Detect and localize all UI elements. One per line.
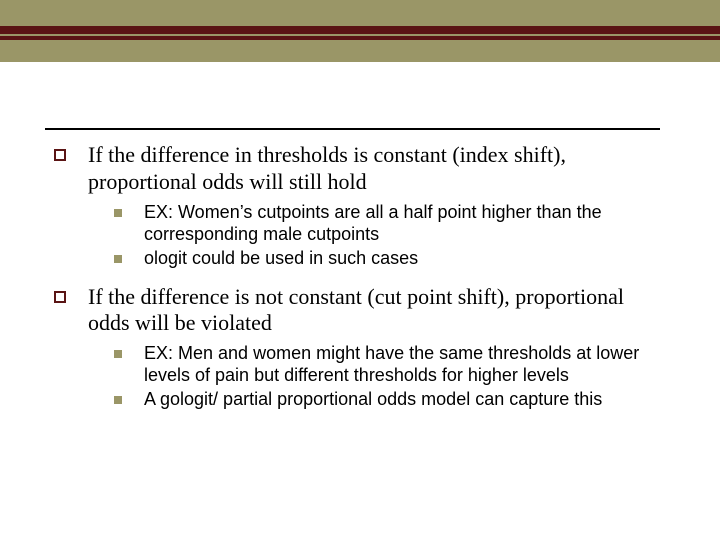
hollow-square-icon xyxy=(54,149,66,161)
filled-square-icon xyxy=(114,396,122,404)
level2-text: EX: Men and women might have the same th… xyxy=(144,343,665,387)
bullet-level2: ologit could be used in such cases xyxy=(110,248,665,270)
level1-text: If the difference is not constant (cut p… xyxy=(88,284,665,338)
bullet-level1: If the difference in thresholds is const… xyxy=(50,142,665,196)
content-divider xyxy=(45,128,660,130)
slide-content: If the difference in thresholds is const… xyxy=(50,142,665,425)
level1-text: If the difference in thresholds is const… xyxy=(88,142,665,196)
bullet-level2: A gologit/ partial proportional odds mod… xyxy=(110,389,665,411)
header-band xyxy=(0,0,720,62)
filled-square-icon xyxy=(114,209,122,217)
header-stripe-bottom xyxy=(0,36,720,40)
hollow-square-icon xyxy=(54,291,66,303)
header-stripe-top xyxy=(0,26,720,34)
bullet-level2: EX: Women’s cutpoints are all a half poi… xyxy=(110,202,665,246)
level2-text: ologit could be used in such cases xyxy=(144,248,418,270)
sublist: EX: Women’s cutpoints are all a half poi… xyxy=(110,202,665,270)
filled-square-icon xyxy=(114,255,122,263)
sublist: EX: Men and women might have the same th… xyxy=(110,343,665,411)
level2-text: A gologit/ partial proportional odds mod… xyxy=(144,389,602,411)
level2-text: EX: Women’s cutpoints are all a half poi… xyxy=(144,202,665,246)
bullet-level1: If the difference is not constant (cut p… xyxy=(50,284,665,338)
filled-square-icon xyxy=(114,350,122,358)
bullet-level2: EX: Men and women might have the same th… xyxy=(110,343,665,387)
